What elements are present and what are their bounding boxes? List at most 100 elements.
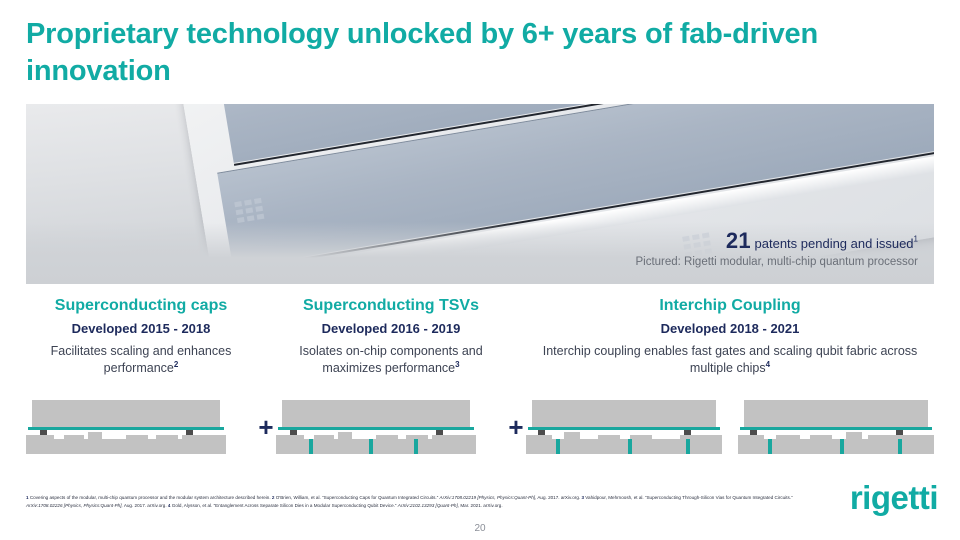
superconducting-film xyxy=(740,427,932,430)
substrate-pad xyxy=(406,435,428,439)
substrate-pad xyxy=(526,435,552,439)
substrate-pad xyxy=(564,432,580,439)
footnotes: 1 Covering aspects of the modular, multi… xyxy=(26,494,816,511)
cap-layer xyxy=(744,400,928,427)
substrate-pad xyxy=(314,435,334,439)
through-silicon-via xyxy=(309,439,313,454)
substrate-pad xyxy=(810,435,832,439)
through-silicon-via xyxy=(898,439,902,454)
column-superconducting-tsvs: Superconducting TSVs Developed 2016 - 20… xyxy=(276,296,506,376)
bond-pad-grid xyxy=(234,197,265,224)
footnote-3-text: Vahidpour, Mehrnoosh, et al. “Supercondu… xyxy=(585,495,793,500)
footnote-3-marker: 3 xyxy=(581,495,585,500)
column-3-heading: Interchip Coupling xyxy=(659,297,801,314)
bump-bond xyxy=(896,430,903,439)
substrate-layer xyxy=(526,439,722,454)
vacuum-gap xyxy=(26,430,226,439)
footnote-4-text: Gold, Alysson, et al. “Entanglement Acro… xyxy=(171,503,397,509)
footnote-1-marker: 1 xyxy=(26,495,29,500)
patents-count: 21 xyxy=(725,228,751,253)
column-3-description: Interchip coupling enables fast gates an… xyxy=(526,343,934,376)
column-1-heading: Superconducting caps xyxy=(54,297,228,314)
patents-callout: 21 patents pending and issued1 xyxy=(726,228,918,254)
column-1-developed: Developed 2015 - 2018 xyxy=(71,321,211,337)
substrate-pad xyxy=(156,435,178,439)
footnote-2-citation: ArXiv:1708.02219 [Physics, Physics:Quant… xyxy=(439,495,537,500)
superconducting-film xyxy=(28,427,224,430)
column-1-description: Facilitates scaling and enhances perform… xyxy=(26,343,256,376)
page-title: Proprietary technology unlocked by 6+ ye… xyxy=(26,18,818,87)
footnote-4-marker: 4 xyxy=(167,503,171,509)
substrate-pad xyxy=(776,435,800,439)
column-3-footnote-marker: 4 xyxy=(765,359,771,369)
bump-bond xyxy=(186,430,193,439)
footnote-3-tail: Aug. 2017. arXiv.org. xyxy=(123,503,167,509)
substrate-pad xyxy=(126,435,148,439)
superconducting-film xyxy=(278,427,474,430)
footnote-2-text: O'Brien, William, et al. “Superconductin… xyxy=(275,495,439,500)
diagram-superconducting-tsvs xyxy=(276,400,476,454)
bump-bond xyxy=(436,430,443,439)
through-silicon-via xyxy=(686,439,690,454)
column-2-heading: Superconducting TSVs xyxy=(302,297,479,314)
footnote-2-tail: Aug. 2017. arXiv.org. xyxy=(537,495,581,500)
vacuum-gap xyxy=(276,430,476,439)
hero-caption: Pictured: Rigetti modular, multi-chip qu… xyxy=(635,256,918,268)
substrate-pad xyxy=(182,435,226,439)
footnote-4-citation: ArXiv:2102.13293 [Quant-Ph], xyxy=(397,503,460,509)
substrate-pad xyxy=(64,435,84,439)
through-silicon-via xyxy=(768,439,772,454)
column-3-description-text: Interchip coupling enables fast gates an… xyxy=(542,344,918,375)
substrate-pad xyxy=(868,435,892,439)
cap-layer xyxy=(32,400,220,427)
diagram-interchip-chip-right xyxy=(738,400,934,454)
cap-layer xyxy=(532,400,716,427)
through-silicon-via xyxy=(556,439,560,454)
footnote-1-text: Covering aspects of the modular, multi-c… xyxy=(29,495,271,500)
bump-bond xyxy=(750,430,757,439)
vacuum-gap xyxy=(738,430,934,439)
substrate-pad xyxy=(338,432,352,439)
substrate-layer xyxy=(26,439,226,454)
column-2-footnote-marker: 3 xyxy=(455,359,460,369)
substrate-pad xyxy=(630,435,652,439)
substrate-layer xyxy=(738,439,934,454)
substrate-pad xyxy=(680,435,722,439)
substrate-pad xyxy=(598,435,620,439)
footnote-4-tail: Mar. 2021. arXiv.org. xyxy=(460,503,503,509)
substrate-pad xyxy=(88,432,102,439)
column-1-footnote-marker: 2 xyxy=(173,359,179,369)
column-2-developed: Developed 2016 - 2019 xyxy=(321,321,461,337)
through-silicon-via xyxy=(840,439,844,454)
bump-bond xyxy=(684,430,691,439)
bump-bond xyxy=(290,430,297,439)
substrate-pad xyxy=(376,435,398,439)
plus-operator-2: + xyxy=(508,412,524,442)
substrate-pad xyxy=(26,435,54,439)
diagram-superconducting-caps xyxy=(26,400,226,454)
substrate-pad xyxy=(432,435,476,439)
substrate-pad xyxy=(738,435,764,439)
column-superconducting-caps: Superconducting caps Developed 2015 - 20… xyxy=(26,296,256,376)
column-2-description: Isolates on-chip components and maximize… xyxy=(276,343,506,376)
through-silicon-via xyxy=(414,439,418,454)
superconducting-film xyxy=(528,427,720,430)
footnote-2-marker: 2 xyxy=(271,495,275,500)
footnote-3-citation: ArXiv:1708.02226 [Physics, Physics:Quant… xyxy=(26,503,123,509)
bump-bond xyxy=(40,430,47,439)
page-number: 20 xyxy=(474,523,486,534)
substrate-pad xyxy=(892,435,934,439)
hero-image: 21 patents pending and issued1 Pictured:… xyxy=(26,104,934,284)
patents-label: patents pending and issued xyxy=(750,236,914,251)
substrate-layer xyxy=(276,439,476,454)
rigetti-logo: rigetti xyxy=(849,479,939,516)
through-silicon-via xyxy=(628,439,632,454)
column-interchip-coupling: Interchip Coupling Developed 2018 - 2021… xyxy=(526,296,934,376)
cap-layer xyxy=(282,400,470,427)
hero-vignette xyxy=(26,222,934,284)
substrate-pad xyxy=(276,435,304,439)
bump-bond xyxy=(538,430,545,439)
substrate-pad xyxy=(846,432,862,439)
plus-operator-1: + xyxy=(258,412,274,442)
